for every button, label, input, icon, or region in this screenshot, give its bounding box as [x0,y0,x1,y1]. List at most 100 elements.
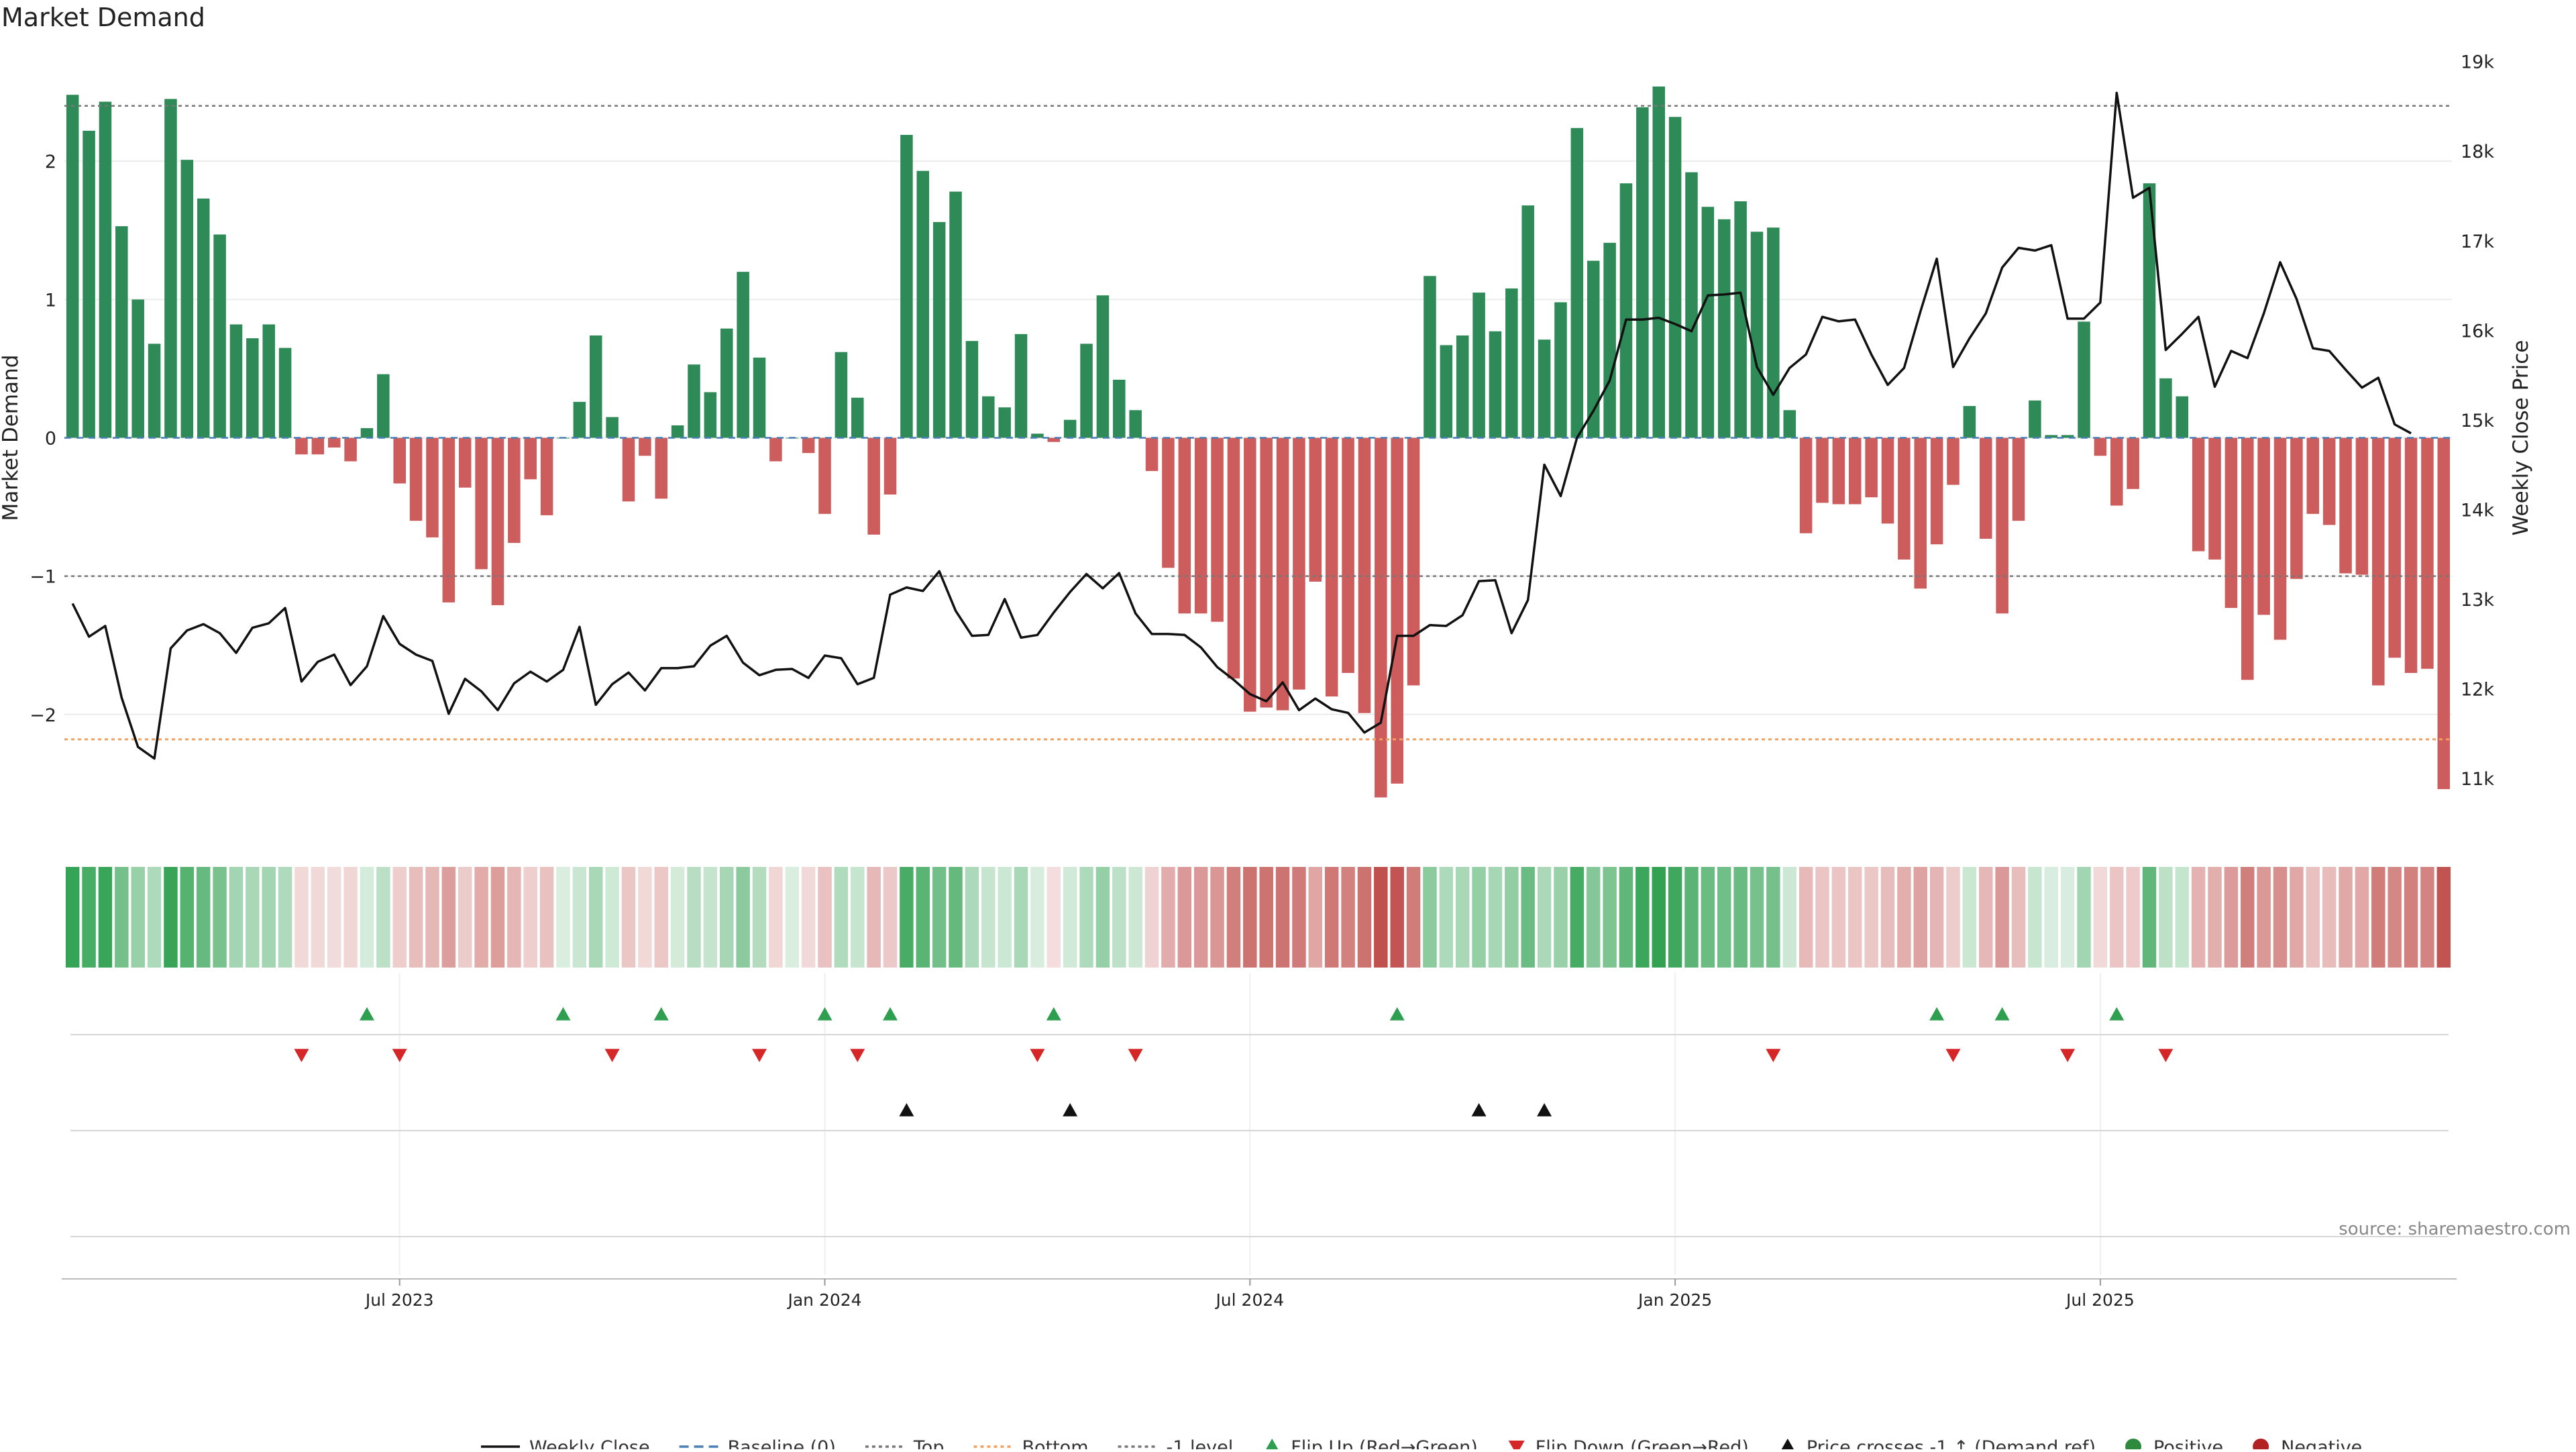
heat-cell [736,867,750,968]
heat-cell [1897,867,1911,968]
heat-cell [2241,867,2255,968]
axes-layer: 2 1 0 −1 −2 11k 12k 13k 14k 15k 16k 17k 18k 19k Market… [0,52,2533,790]
demand-bar-positive [262,324,275,438]
demand-bar-negative [1227,437,1240,679]
flip-down-marker [850,1049,865,1062]
heat-cell [981,867,996,968]
legend-swatch [2253,1439,2269,1452]
demand-bar-positive [1668,117,1682,438]
heat-strip [65,867,2451,968]
heat-cell [1537,867,1552,968]
demand-bar-negative [1309,437,1322,582]
legend-item[interactable]: Negative [2253,1437,2362,1452]
demand-bar-positive [1440,345,1453,438]
demand-bar-positive [1717,219,1731,438]
flip-up-marker [1046,1007,1061,1021]
heat-cell [147,867,162,968]
demand-bar-positive [1554,302,1567,438]
legend-swatch [2125,1439,2142,1452]
heat-cell [2306,867,2320,968]
flip-down-marker [294,1049,309,1062]
demand-bar-positive [229,324,243,438]
demand-bar-negative [1325,437,1338,696]
demand-bar-negative [1799,437,1813,533]
heat-cell [246,867,260,968]
heat-cell [1586,867,1601,968]
demand-bar-positive [737,272,749,438]
legend-item[interactable]: Baseline (0) [679,1437,836,1452]
heat-cell [949,867,963,968]
heat-cell [523,867,537,968]
heat-cell [2355,867,2369,968]
heat-cell [1292,867,1306,968]
demand-bar-positive [180,160,194,438]
x-tick-label: Jul 2024 [1214,1290,1284,1310]
heat-cell [311,867,325,968]
demand-bar-negative [1375,437,1387,798]
demand-bar-negative [2355,437,2369,575]
heat-cell [1570,867,1585,968]
reference-levels [64,105,2452,741]
demand-bar-positive [1538,340,1551,438]
legend-item[interactable]: -1 level [1118,1437,1234,1452]
x-axis: Jul 2023 Jan 2024 Jul 2024 Jan 2025 Jul 2025 [62,1278,2457,1310]
demand-bar-negative [458,437,472,488]
demand-bar-negative [2192,437,2205,552]
signal-markers [70,1007,2449,1237]
flip-down-marker [1945,1049,1961,1062]
legend-item[interactable]: Flip Down (Green→Red) [1508,1437,1749,1452]
demand-bar-positive [1685,172,1698,438]
heat-cell [1799,867,1813,968]
heat-cell [409,867,423,968]
demand-bar-negative [1047,437,1061,442]
demand-bar-negative [295,437,308,455]
demand-bar-positive [2078,321,2090,438]
heat-cell [1521,867,1535,968]
demand-bar-negative [491,437,504,605]
heat-cell [1554,867,1568,968]
heat-cell [2077,867,2091,968]
legend-item[interactable]: Positive [2125,1437,2223,1452]
y-tick-label: −2 [30,705,56,726]
legend-swatch [1508,1441,1525,1452]
heat-cell [2028,867,2042,968]
heat-cell [1406,867,1421,968]
demand-bar-positive [1031,433,1044,438]
heat-cell [1619,867,1633,968]
heat-cell [769,867,783,968]
demand-bar-negative [327,437,341,448]
heat-cell [752,867,767,968]
legend-item[interactable]: Top [865,1437,945,1452]
demand-bar-positive [1750,231,1764,438]
heat-cell [2142,867,2157,968]
heat-cell [1226,867,1241,968]
heat-cell [1341,867,1355,968]
heat-cell [621,867,636,968]
demand-bar-positive [278,348,292,438]
heat-cell [2371,867,2385,968]
demand-bar-negative [639,437,651,456]
legend-label: Weekly Close [529,1437,650,1449]
legend-item[interactable]: Bottom [973,1437,1089,1452]
heat-cell [180,867,195,968]
demand-bar-positive [148,344,161,438]
heat-cell [1880,867,1895,968]
legend-item[interactable]: Flip Up (Red→Green) [1264,1437,1478,1452]
legend-item[interactable]: Weekly Close [481,1437,650,1452]
y2-tick-label: 16k [2461,321,2494,342]
demand-bar-positive [589,335,602,438]
legend[interactable]: Weekly Close Baseline (0) Top Bottom -1 leve… [481,1437,2362,1452]
heat-cell [1128,867,1142,968]
heat-cell [1243,867,1257,968]
heat-cell [1815,867,1829,968]
heat-cell [867,867,881,968]
heat-cell [2126,867,2140,968]
heat-cell [638,867,652,968]
heat-cell [572,867,587,968]
demand-bar-positive [900,135,913,438]
demand-bar-positive [66,95,79,438]
demand-bar-positive [1424,276,1436,438]
legend-item[interactable]: Price crosses -1 ↑ (Demand ref) [1780,1437,2096,1452]
demand-bar-positive [1636,107,1649,438]
